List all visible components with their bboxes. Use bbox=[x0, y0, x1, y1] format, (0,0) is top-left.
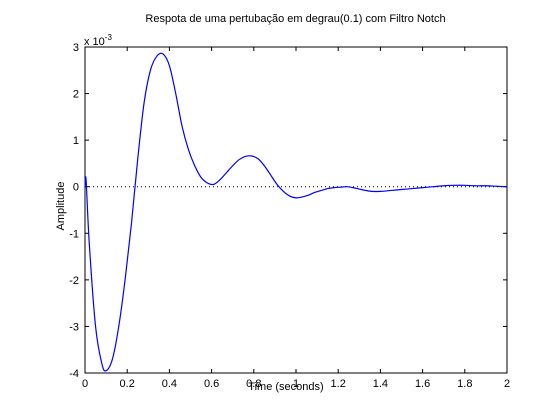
x-tick-label: 0 bbox=[82, 378, 88, 390]
series-group bbox=[84, 52, 508, 372]
y-tick-label: 2 bbox=[73, 89, 79, 101]
y-exponent-base: x 10 bbox=[84, 36, 105, 48]
step-response-line bbox=[84, 52, 508, 372]
x-tick-label: 0.8 bbox=[246, 378, 261, 390]
x-tick-label: 0.4 bbox=[162, 378, 177, 390]
axis-ticks bbox=[84, 46, 508, 374]
y-tick-label: -1 bbox=[69, 228, 79, 240]
y-tick-label: -2 bbox=[69, 275, 79, 287]
x-tick-label: 2 bbox=[504, 378, 510, 390]
y-axis-label: Amplitude bbox=[55, 182, 67, 231]
y-exponent-power: -3 bbox=[105, 33, 113, 42]
chart-title: Respota de uma pertubação em degrau(0.1)… bbox=[145, 13, 445, 25]
y-tick-label: 0 bbox=[73, 182, 79, 194]
y-exponent-label: x 10-3 bbox=[84, 33, 112, 48]
x-tick-label: 1.2 bbox=[331, 378, 346, 390]
x-tick-label: 1.4 bbox=[373, 378, 388, 390]
x-tick-label: 1.6 bbox=[415, 378, 430, 390]
x-tick-label: 1.8 bbox=[457, 378, 472, 390]
y-tick-label: -3 bbox=[69, 321, 79, 333]
x-tick-label: 1 bbox=[293, 378, 299, 390]
y-tick-label: 3 bbox=[73, 42, 79, 54]
x-tick-label: 0.6 bbox=[204, 378, 219, 390]
x-axis-label: Time (seconds) bbox=[248, 381, 323, 393]
axis-tick-labels: 0 0.2 0.4 0.6 0.8 1 1.2 1.4 1.6 1.8 2 -4 -3 -2 -1 0 1 2 3 bbox=[69, 42, 510, 390]
x-tick-label: 0.2 bbox=[120, 378, 135, 390]
y-tick-label: 1 bbox=[73, 135, 79, 147]
y-tick-label: -4 bbox=[69, 368, 79, 380]
